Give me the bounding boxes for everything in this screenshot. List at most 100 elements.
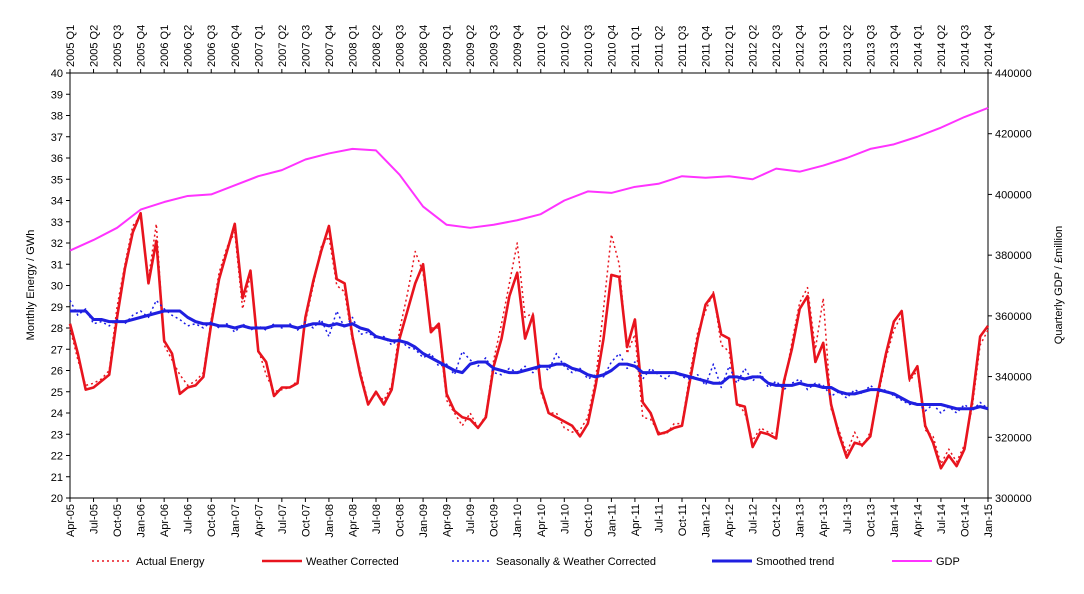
x2-tick-label: 2012 Q2 [748,25,760,67]
x-tick-label: Jul-10 [559,504,571,534]
x2-tick-label: 2006 Q3 [206,25,218,67]
x2-tick-label: 2013 Q3 [865,25,877,67]
series-line [68,211,990,470]
x-tick-label: Jan-15 [983,504,995,538]
x2-tick-label: 2005 Q2 [89,25,101,67]
y-tick-label: 39 [51,89,63,101]
x2-tick-label: 2008 Q4 [418,25,430,67]
x-tick-label: Apr-14 [912,504,924,537]
y-tick-label: 33 [51,217,63,229]
y-tick-label: 32 [51,238,63,250]
y-tick-label: 26 [51,366,63,378]
x-tick-label: Jan-11 [606,504,618,537]
x-tick-label: Jul-12 [748,504,760,534]
x-tick-label: Jul-08 [371,504,383,534]
x-tick-label: Oct-12 [771,504,783,537]
x-tick-label: Apr-10 [536,504,548,537]
y2-tick-label: 380000 [995,250,1032,262]
x-tick-label: Oct-09 [489,504,501,537]
y-axis-title: Monthly Energy / GWh [25,230,37,341]
y-tick-label: 36 [51,153,63,165]
x-tick-label: Jul-07 [277,504,289,534]
y-tick-label: 24 [51,408,63,420]
x2-tick-label: 2009 Q1 [442,25,454,67]
y-tick-label: 23 [51,429,63,441]
x2-tick-label: 2014 Q3 [959,25,971,67]
y-tick-label: 27 [51,344,63,356]
x-tick-label: Apr-07 [253,504,265,537]
y2-tick-label: 340000 [995,372,1032,384]
x2-tick-label: 2010 Q3 [583,25,595,67]
x2-tick-label: 2007 Q4 [324,25,336,67]
y-tick-label: 22 [51,451,63,463]
x2-tick-label: 2012 Q4 [795,25,807,67]
x2-tick-label: 2007 Q2 [277,25,289,67]
x-tick-label: Jul-14 [936,504,948,534]
x2-tick-label: 2010 Q2 [559,25,571,67]
y-tick-label: 29 [51,302,63,314]
x2-tick-label: 2011 Q3 [677,26,689,67]
x2-tick-label: 2014 Q1 [912,25,924,67]
x-tick-label: Apr-11 [630,504,642,536]
y-tick-label: 31 [51,259,63,271]
x2-tick-label: 2011 Q1 [630,26,642,67]
legend-label: Smoothed trend [756,556,834,568]
x2-tick-label: 2008 Q2 [371,25,383,67]
x-tick-label: Jan-08 [324,504,336,538]
x-tick-label: Oct-05 [112,504,124,537]
plot-frame [69,72,989,499]
x-tick-label: Oct-07 [300,504,312,537]
x2-tick-label: 2012 Q1 [724,25,736,67]
x-tick-label: Jul-05 [89,504,101,534]
x2-tick-label: 2011 Q2 [653,26,665,67]
x-tick-label: Jan-06 [136,504,148,538]
x-tick-label: Jan-13 [795,504,807,538]
x2-tick-label: 2005 Q3 [112,25,124,67]
x-tick-label: Jan-10 [512,504,524,538]
x-tick-label: Jan-07 [230,504,242,538]
x2-tick-label: 2005 Q4 [136,25,148,67]
x2-tick-label: 2009 Q2 [465,25,477,67]
y2-tick-label: 360000 [995,311,1032,323]
x-tick-label: Jul-06 [183,504,195,534]
x2-tick-label: 2013 Q2 [842,25,854,67]
y-tick-label: 28 [51,323,63,335]
x2-tick-label: 2007 Q3 [300,25,312,67]
y2-tick-label: 400000 [995,189,1032,201]
y2-tick-label: 440000 [995,68,1032,80]
x-tick-label: Jan-14 [889,504,901,538]
legend-label: Weather Corrected [306,556,399,568]
x2-tick-label: 2013 Q1 [818,25,830,67]
x2-tick-label: 2014 Q4 [983,25,995,67]
legend-label: Actual Energy [136,556,205,568]
x2-tick-label: 2006 Q1 [159,25,171,67]
y-tick-label: 38 [51,111,63,123]
x-tick-label: Jul-09 [465,504,477,534]
x-tick-label: Apr-13 [818,504,830,537]
x-tick-label: Oct-14 [959,504,971,537]
y-tick-label: 20 [51,493,63,505]
x2-tick-label: 2008 Q1 [347,25,359,67]
x-tick-label: Apr-08 [347,504,359,537]
y-tick-label: 40 [51,68,63,80]
x2-tick-label: 2005 Q1 [65,25,77,67]
x-tick-label: Apr-12 [724,504,736,537]
x-tick-label: Jan-12 [701,504,713,538]
y-tick-label: 34 [51,196,63,208]
x2-tick-label: 2006 Q2 [183,25,195,67]
x2-tick-label: 2014 Q2 [936,25,948,67]
x2-tick-label: 2012 Q3 [771,25,783,67]
y2-axis-title: Quarterly GDP / £million [1053,226,1065,344]
x-tick-label: Jan-09 [418,504,430,538]
x2-tick-label: 2010 Q1 [536,25,548,67]
x-tick-label: Oct-10 [583,504,595,537]
x2-tick-label: 2013 Q4 [889,25,901,67]
y-tick-label: 35 [51,174,63,186]
y-tick-label: 21 [51,472,63,484]
x-tick-label: Apr-06 [159,504,171,537]
y2-tick-label: 300000 [995,493,1032,505]
x2-tick-label: 2009 Q3 [489,25,501,67]
x2-tick-label: 2007 Q1 [253,25,265,67]
x-tick-label: Oct-08 [395,504,407,537]
